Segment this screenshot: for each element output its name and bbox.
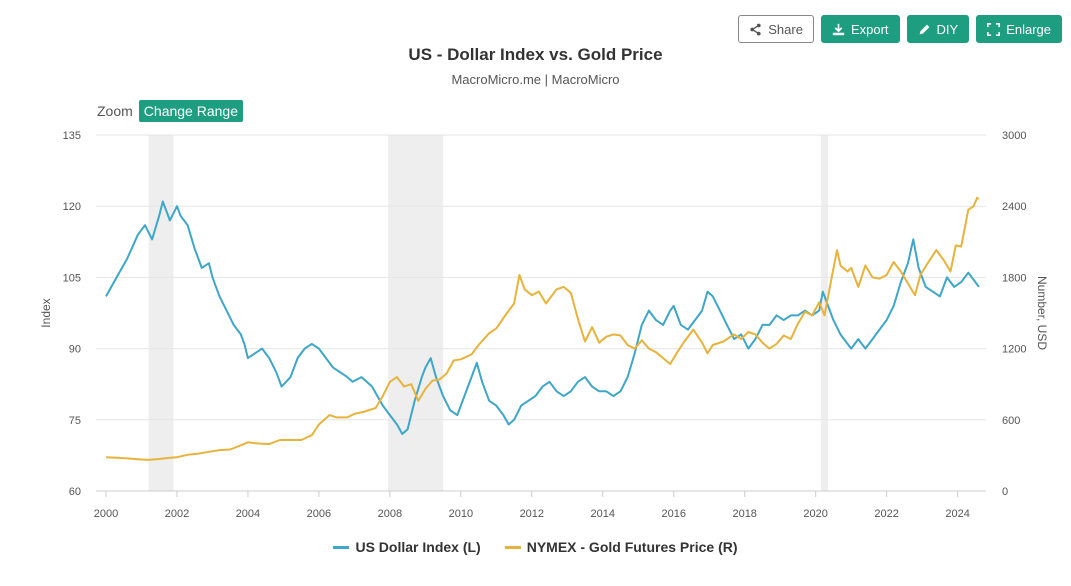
x-tick-label: 2010 bbox=[449, 508, 473, 520]
legend-item-gold[interactable]: NYMEX - Gold Futures Price (R) bbox=[504, 539, 738, 555]
x-tick-label: 2022 bbox=[874, 508, 898, 520]
recession-band-1 bbox=[388, 135, 444, 491]
y-left-tick-label: 75 bbox=[69, 415, 81, 427]
chart-title: US - Dollar Index vs. Gold Price bbox=[408, 45, 663, 64]
x-tick-label: 2008 bbox=[378, 508, 402, 520]
x-tick-label: 2002 bbox=[165, 508, 189, 520]
x-tick-label: 2006 bbox=[307, 508, 331, 520]
legend-label-dxy: US Dollar Index (L) bbox=[355, 539, 481, 555]
series-line-gold bbox=[105, 196, 980, 461]
download-icon bbox=[832, 23, 845, 35]
x-tick-label: 2012 bbox=[520, 508, 544, 520]
legend: US Dollar Index (L) NYMEX - Gold Futures… bbox=[0, 539, 1071, 555]
y-left-tick-label: 105 bbox=[63, 272, 81, 284]
share-label: Share bbox=[768, 21, 803, 37]
recession-band-0 bbox=[148, 135, 174, 491]
y-right-tick-label: 2400 bbox=[1002, 201, 1026, 213]
y-left-axis-title: Index bbox=[39, 298, 53, 327]
legend-swatch-gold bbox=[504, 545, 521, 549]
y-right-tick-label: 1200 bbox=[1002, 344, 1026, 356]
x-tick-label: 2000 bbox=[94, 508, 118, 520]
x-tick-label: 2024 bbox=[945, 508, 969, 520]
expand-icon bbox=[987, 22, 1001, 36]
x-tick-label: 2014 bbox=[591, 508, 615, 520]
y-left-tick-label: 120 bbox=[63, 201, 81, 213]
series-line-dxy bbox=[105, 200, 980, 435]
diy-button[interactable]: DIY bbox=[906, 15, 970, 43]
chart-subtitle: MacroMicro.me | MacroMicro bbox=[451, 72, 620, 87]
export-button[interactable]: Export bbox=[820, 15, 900, 43]
pencil-icon bbox=[919, 24, 929, 34]
zoom-label: Zoom bbox=[97, 103, 133, 119]
enlarge-button[interactable]: Enlarge bbox=[976, 15, 1062, 43]
y-left-tick-label: 135 bbox=[63, 130, 81, 142]
legend-label-gold: NYMEX - Gold Futures Price (R) bbox=[526, 539, 738, 555]
enlarge-label: Enlarge bbox=[1006, 21, 1051, 37]
x-tick-label: 2016 bbox=[661, 508, 685, 520]
y-right-tick-label: 3000 bbox=[1002, 130, 1026, 142]
y-left-tick-label: 60 bbox=[69, 486, 81, 498]
x-tick-label: 2004 bbox=[236, 508, 260, 520]
chart-toolbar: Share Export DIY Enlarge bbox=[738, 15, 1062, 43]
x-tick-label: 2020 bbox=[803, 508, 827, 520]
y-right-tick-label: 1800 bbox=[1002, 272, 1026, 284]
export-label: Export bbox=[850, 21, 889, 37]
y-right-tick-label: 0 bbox=[1002, 486, 1008, 498]
y-right-tick-label: 600 bbox=[1002, 415, 1020, 427]
x-tick-label: 2018 bbox=[732, 508, 756, 520]
y-right-axis-title: Number, USD bbox=[1035, 276, 1049, 350]
legend-item-dxy[interactable]: US Dollar Index (L) bbox=[333, 539, 481, 555]
share-icon bbox=[750, 23, 761, 35]
zoom-control: Zoom Change Range bbox=[97, 100, 243, 122]
diy-label: DIY bbox=[936, 21, 959, 37]
legend-swatch-dxy bbox=[333, 545, 350, 549]
y-left-tick-label: 90 bbox=[69, 344, 81, 356]
share-button[interactable]: Share bbox=[738, 15, 814, 43]
change-range-button[interactable]: Change Range bbox=[138, 100, 243, 122]
